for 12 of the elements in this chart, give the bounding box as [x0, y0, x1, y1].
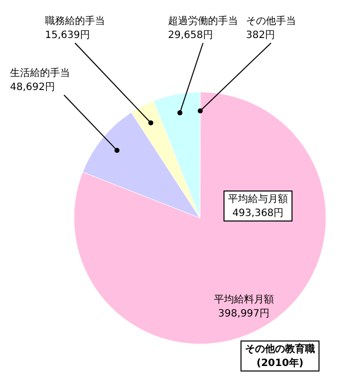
- slice-label: 職務給的手当: [45, 15, 105, 27]
- data-label: 29,658円: [168, 30, 213, 41]
- slice-label: 生活給的手当: [10, 67, 70, 79]
- data-label: 382円: [246, 30, 276, 41]
- data-label: 15,639円: [45, 30, 90, 41]
- slice-label: その他手当: [246, 15, 296, 27]
- slice-label: 平均給料月額: [214, 294, 274, 306]
- data-label: 398,997円: [218, 308, 270, 320]
- data-label: 48,692円: [10, 82, 55, 93]
- slice-label: 超過労働的手当: [168, 15, 238, 27]
- text: その他の教育職 (2010年): [245, 343, 315, 369]
- text: 平均給与月額 493,368円: [228, 193, 288, 219]
